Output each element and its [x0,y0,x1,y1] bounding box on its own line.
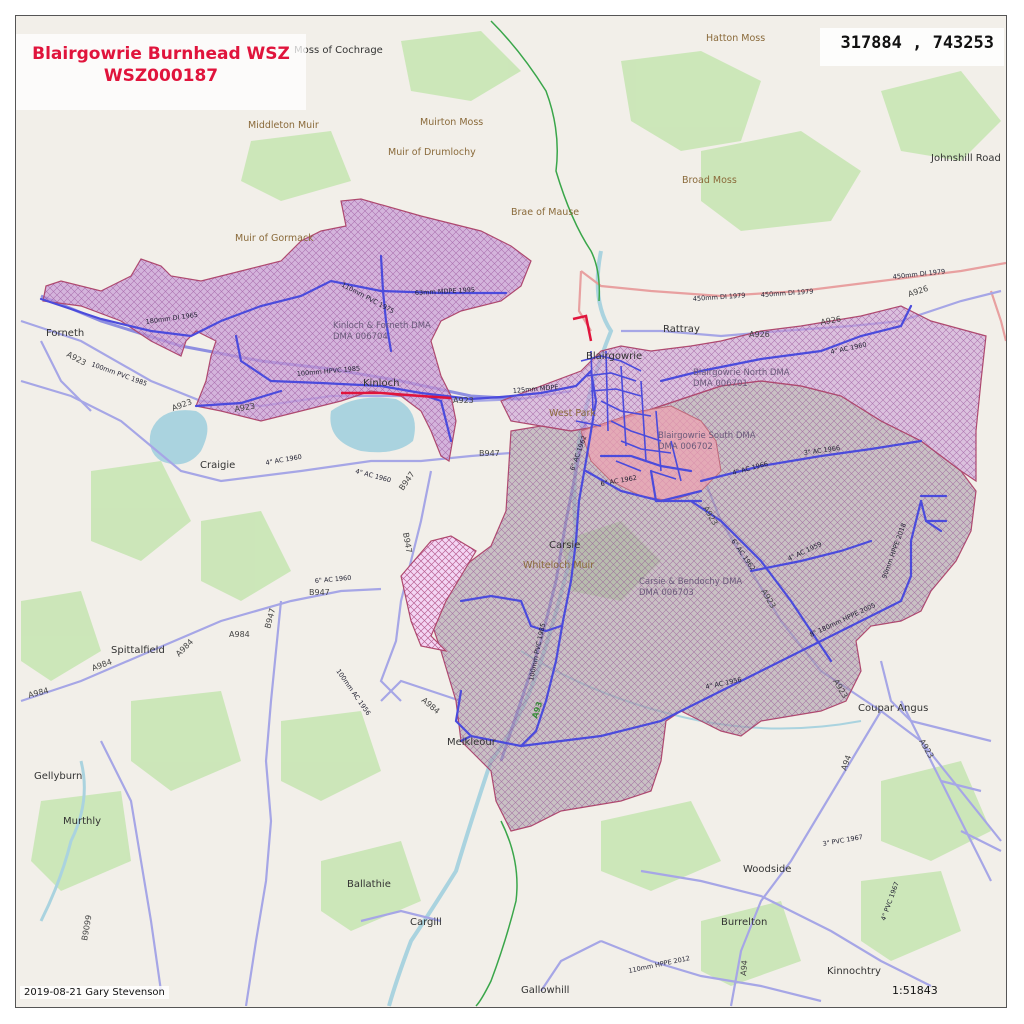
label-kinloch: Kinloch [363,378,399,389]
label-forneth: Forneth [46,328,84,339]
title-panel: Blairgowrie Burnhead WSZ WSZ000187 [16,34,306,110]
zone-title: Blairgowrie Burnhead WSZ [32,44,290,64]
pipe-label-24: 6" AC 1960 [314,574,351,585]
label-west-park: West Park [549,408,596,419]
railway-line-south [475,820,518,1007]
label-kinnochtry: Kinnochtry [827,966,881,977]
label-gallowhill: Gallowhill [521,985,569,996]
scale-label: 1:51843 [892,984,938,997]
dma-blair-south-name: Blairgowrie South DMA [658,431,756,441]
label-hatton-moss: Hatton Moss [706,33,765,44]
label-spittalfield: Spittalfield [111,645,165,656]
label-craigie: Craigie [200,460,235,471]
label-cargill: Cargill [410,917,442,928]
pipe-label-1: 63mm MDPE 1995 [415,286,476,297]
road-label-a923-n: A923 [453,396,474,405]
dma-labels: Kinloch & Forneth DMA DMA 006704 Blairgo… [333,321,790,598]
coordinates-panel: 317884 , 743253 [820,28,1004,66]
label-blairgowrie: Blairgowrie [586,351,642,362]
town-network [575,350,682,482]
label-carsie: Carsie [549,540,580,551]
dma-blairgowrie-south-area[interactable] [580,405,722,502]
dma-carsie-name: Carsie & Bendochy DMA [639,577,742,587]
label-moss-of-cochrage: Moss of Cochrage [294,45,383,56]
woodland-layer [21,31,1001,986]
map-canvas[interactable]: Moss of Cochrage Hatton Moss Middleton M… [16,16,1006,1007]
label-meikleour: Meikleour [447,737,497,748]
dma-blair-south-code: DMA 006702 [658,442,713,452]
label-gellyburn: Gellyburn [34,771,82,782]
railway-line [490,20,601,302]
road-label-a923-m: A923 [234,402,256,414]
dma-kinloch-code: DMA 006704 [333,332,388,342]
place-labels: Moss of Cochrage Hatton Moss Middleton M… [34,33,1001,996]
road-label-b947-4: B947 [309,588,330,597]
label-burrelton: Burrelton [721,917,767,928]
road-label-a94-2: A94 [739,960,749,976]
map-frame[interactable]: Moss of Cochrage Hatton Moss Middleton M… [15,15,1007,1008]
label-murthly: Murthly [63,816,101,827]
dma-carsie-code: DMA 006703 [639,588,694,598]
zone-code: WSZ000187 [103,66,219,86]
label-broad-moss: Broad Moss [682,175,737,186]
label-whiteloch-muir: Whiteloch Muir [523,560,594,571]
label-muir-of-gormack: Muir of Gormack [235,233,314,244]
label-muir-of-drumlochy: Muir of Drumlochy [388,147,476,158]
label-middleton-muir: Middleton Muir [248,120,319,131]
coordinate-readout: 317884 , 743253 [840,33,994,53]
road-label-a984-2: A984 [229,630,250,639]
pipe-label-17: 450mm DI 1979 [693,291,746,303]
label-rattray: Rattray [663,324,700,335]
road-label-a926-1: A926 [749,330,770,339]
label-brae-of-mause: Brae of Mause [511,207,579,218]
credit-label: 2019-08-21 Gary Stevenson [20,986,169,999]
label-ballathie: Ballathie [347,879,391,890]
dma-blair-north-name: Blairgowrie North DMA [693,368,790,378]
label-woodside: Woodside [743,864,791,875]
dma-kinloch-name: Kinloch & Forneth DMA [333,321,431,331]
road-label-b947-3: B947 [401,532,413,554]
road-network [20,289,1002,1007]
road-label-b9099: B9099 [80,914,93,941]
label-muirton-moss: Muirton Moss [420,117,483,128]
water-mains [39,254,948,748]
label-johnshill-road: Johnshill Road [930,153,1001,164]
trunk-main [341,314,593,400]
pipe-label-5: 125mm MDPE [512,383,558,395]
water-supply-zone [42,198,987,832]
dma-blair-north-code: DMA 006701 [693,379,748,389]
pipe-label-18: 450mm DI 1979 [761,287,814,299]
road-label-b947-1: B947 [479,449,500,458]
road-label-a926-2: A926 [820,315,842,327]
label-coupar-angus: Coupar Angus [858,703,928,714]
